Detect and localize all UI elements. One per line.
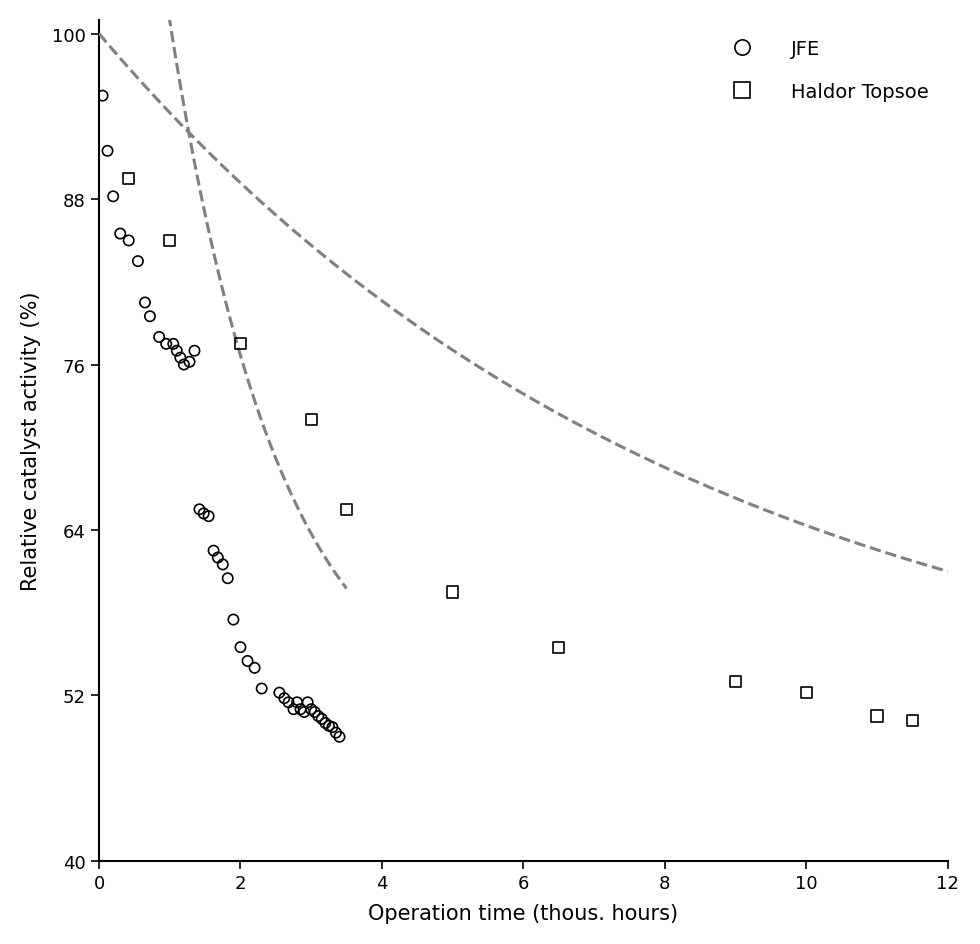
- Y-axis label: Relative catalyst activity (%): Relative catalyst activity (%): [21, 292, 41, 590]
- Point: [121, 172, 136, 187]
- Point: [206, 544, 221, 559]
- Point: [186, 344, 202, 359]
- Point: [286, 702, 302, 717]
- Point: [137, 295, 153, 311]
- Point: [280, 695, 296, 710]
- Point: [304, 702, 319, 717]
- Point: [331, 730, 347, 745]
- Point: [318, 716, 333, 731]
- Point: [296, 704, 312, 719]
- Point: [113, 227, 128, 242]
- Point: [220, 571, 235, 586]
- Point: [159, 337, 174, 352]
- Point: [300, 695, 316, 710]
- Point: [307, 704, 322, 719]
- Point: [276, 691, 292, 706]
- Point: [192, 502, 208, 517]
- Point: [105, 190, 121, 205]
- Legend: JFE, Haldor Topsoe: JFE, Haldor Topsoe: [712, 30, 938, 111]
- Point: [232, 640, 248, 655]
- Point: [162, 233, 177, 248]
- Point: [799, 685, 814, 700]
- Point: [130, 254, 146, 269]
- Point: [271, 685, 287, 700]
- Point: [142, 310, 158, 325]
- Point: [176, 358, 192, 373]
- Point: [215, 557, 230, 572]
- Point: [121, 233, 136, 248]
- Point: [100, 144, 116, 160]
- Point: [551, 640, 566, 655]
- Point: [181, 355, 197, 370]
- Point: [339, 502, 355, 517]
- Point: [293, 702, 309, 717]
- Point: [172, 350, 188, 365]
- Point: [905, 713, 920, 728]
- Point: [728, 674, 744, 689]
- Point: [232, 337, 248, 352]
- Point: [225, 613, 241, 628]
- Point: [304, 413, 319, 428]
- X-axis label: Operation time (thous. hours): Operation time (thous. hours): [368, 903, 678, 923]
- Point: [247, 661, 263, 676]
- Point: [169, 344, 184, 359]
- Point: [210, 550, 225, 565]
- Point: [240, 653, 256, 668]
- Point: [254, 682, 270, 697]
- Point: [166, 337, 181, 352]
- Point: [869, 709, 885, 724]
- Point: [328, 725, 344, 740]
- Point: [151, 330, 167, 346]
- Point: [314, 712, 329, 727]
- Point: [196, 506, 212, 521]
- Point: [289, 695, 305, 710]
- Point: [445, 585, 461, 600]
- Point: [95, 89, 111, 104]
- Point: [201, 509, 217, 524]
- Point: [321, 718, 337, 733]
- Point: [324, 720, 340, 735]
- Point: [311, 709, 326, 724]
